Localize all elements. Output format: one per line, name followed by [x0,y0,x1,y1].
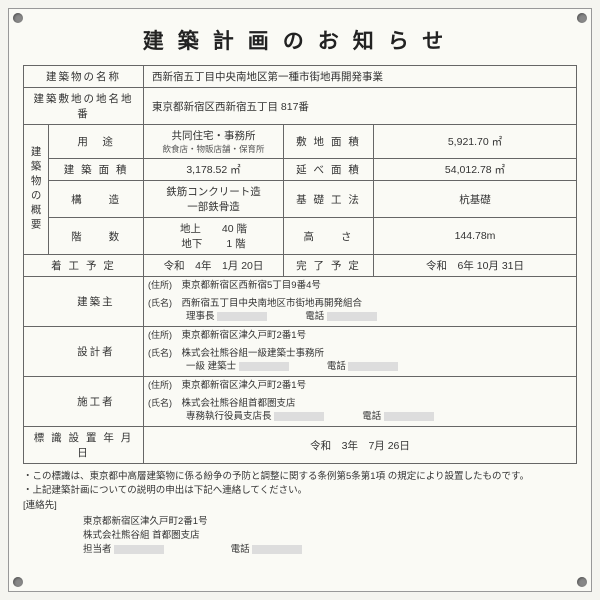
contractor-name: (氏名) 株式会社熊谷組首都圏支店 専務執行役員支店長 電話 [144,395,577,426]
screw-icon [13,13,23,23]
value-site-area: 5,921.70 ㎡ [374,125,577,159]
label-contractor: 施工者 [49,377,144,427]
label-outline: 建築物の概要 [24,125,49,255]
contact-block: [連絡先] 東京都新宿区津久戸町2番1号 株式会社熊谷組 首都圏支店 担当者 電… [23,499,577,558]
value-complete: 令和 6年 10月 31日 [374,255,577,277]
label-owner: 建築主 [49,277,144,327]
label-bldg-area: 建 築 面 積 [49,159,144,181]
label-complete: 完 了 予 定 [284,255,374,277]
note-line: ・この標識は、東京都中高層建築物に係る紛争の予防と調整に関する条例第5条第1項 … [23,470,577,484]
designer-address: (住所) 東京都新宿区津久戸町2番1号 [144,327,577,346]
label-site-address: 建築敷地の地名地番 [24,88,144,125]
label-foundation: 基 礎 工 法 [284,181,374,218]
label-designer: 設計者 [49,327,144,377]
label-start: 着 工 予 定 [24,255,144,277]
label-height: 高 さ [284,218,374,255]
label-use: 用 途 [49,125,144,159]
value-start: 令和 4年 1月 20日 [144,255,284,277]
label-site-area: 敷 地 面 積 [284,125,374,159]
screw-icon [577,577,587,587]
contractor-address: (住所) 東京都新宿区津久戸町2番1号 [144,377,577,396]
value-sign-date: 令和 3年 7月 26日 [144,427,577,464]
value-foundation: 杭基礎 [374,181,577,218]
value-floor-area: 54,012.78 ㎡ [374,159,577,181]
owner-name: (氏名) 西新宿五丁目中央南地区市街地再開発組合 理事長 電話 [144,295,577,326]
owner-address: (住所) 東京都新宿区西新宿5丁目9番4号 [144,277,577,296]
value-height: 144.78m [374,218,577,255]
value-floors: 地上 40 階地下 1 階 [144,218,284,255]
label-building-name: 建築物の名称 [24,66,144,88]
label-sign-date: 標 識 設 置 年 月 日 [24,427,144,464]
screw-icon [13,577,23,587]
note-line: ・上記建築計画についての説明の申出は下記へ連絡してください。 [23,484,577,498]
screw-icon [577,13,587,23]
designer-name: (氏名) 株式会社熊谷組一級建築士事務所 一級 建築士 電話 [144,345,577,376]
value-bldg-area: 3,178.52 ㎡ [144,159,284,181]
label-structure: 構 造 [49,181,144,218]
value-use: 共同住宅・事務所飲食店・物販店舗・保育所 [144,125,284,159]
notice-title: 建築計画のお知らせ [23,25,577,55]
notice-board: 建築計画のお知らせ 建築物の名称 西新宿五丁目中央南地区第一種市街地再開発事業 … [8,8,592,592]
notes-block: ・この標識は、東京都中高層建築物に係る紛争の予防と調整に関する条例第5条第1項 … [23,470,577,499]
label-floors: 階 数 [49,218,144,255]
value-building-name: 西新宿五丁目中央南地区第一種市街地再開発事業 [144,66,577,88]
info-table: 建築物の名称 西新宿五丁目中央南地区第一種市街地再開発事業 建築敷地の地名地番 … [23,65,577,464]
value-structure: 鉄筋コンクリート造一部鉄骨造 [144,181,284,218]
label-floor-area: 延 べ 面 積 [284,159,374,181]
value-site-address: 東京都新宿区西新宿五丁目 817番 [144,88,577,125]
